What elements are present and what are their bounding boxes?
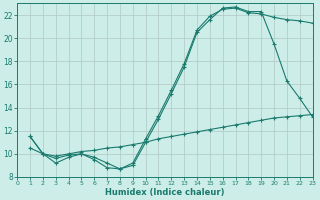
- X-axis label: Humidex (Indice chaleur): Humidex (Indice chaleur): [105, 188, 225, 197]
